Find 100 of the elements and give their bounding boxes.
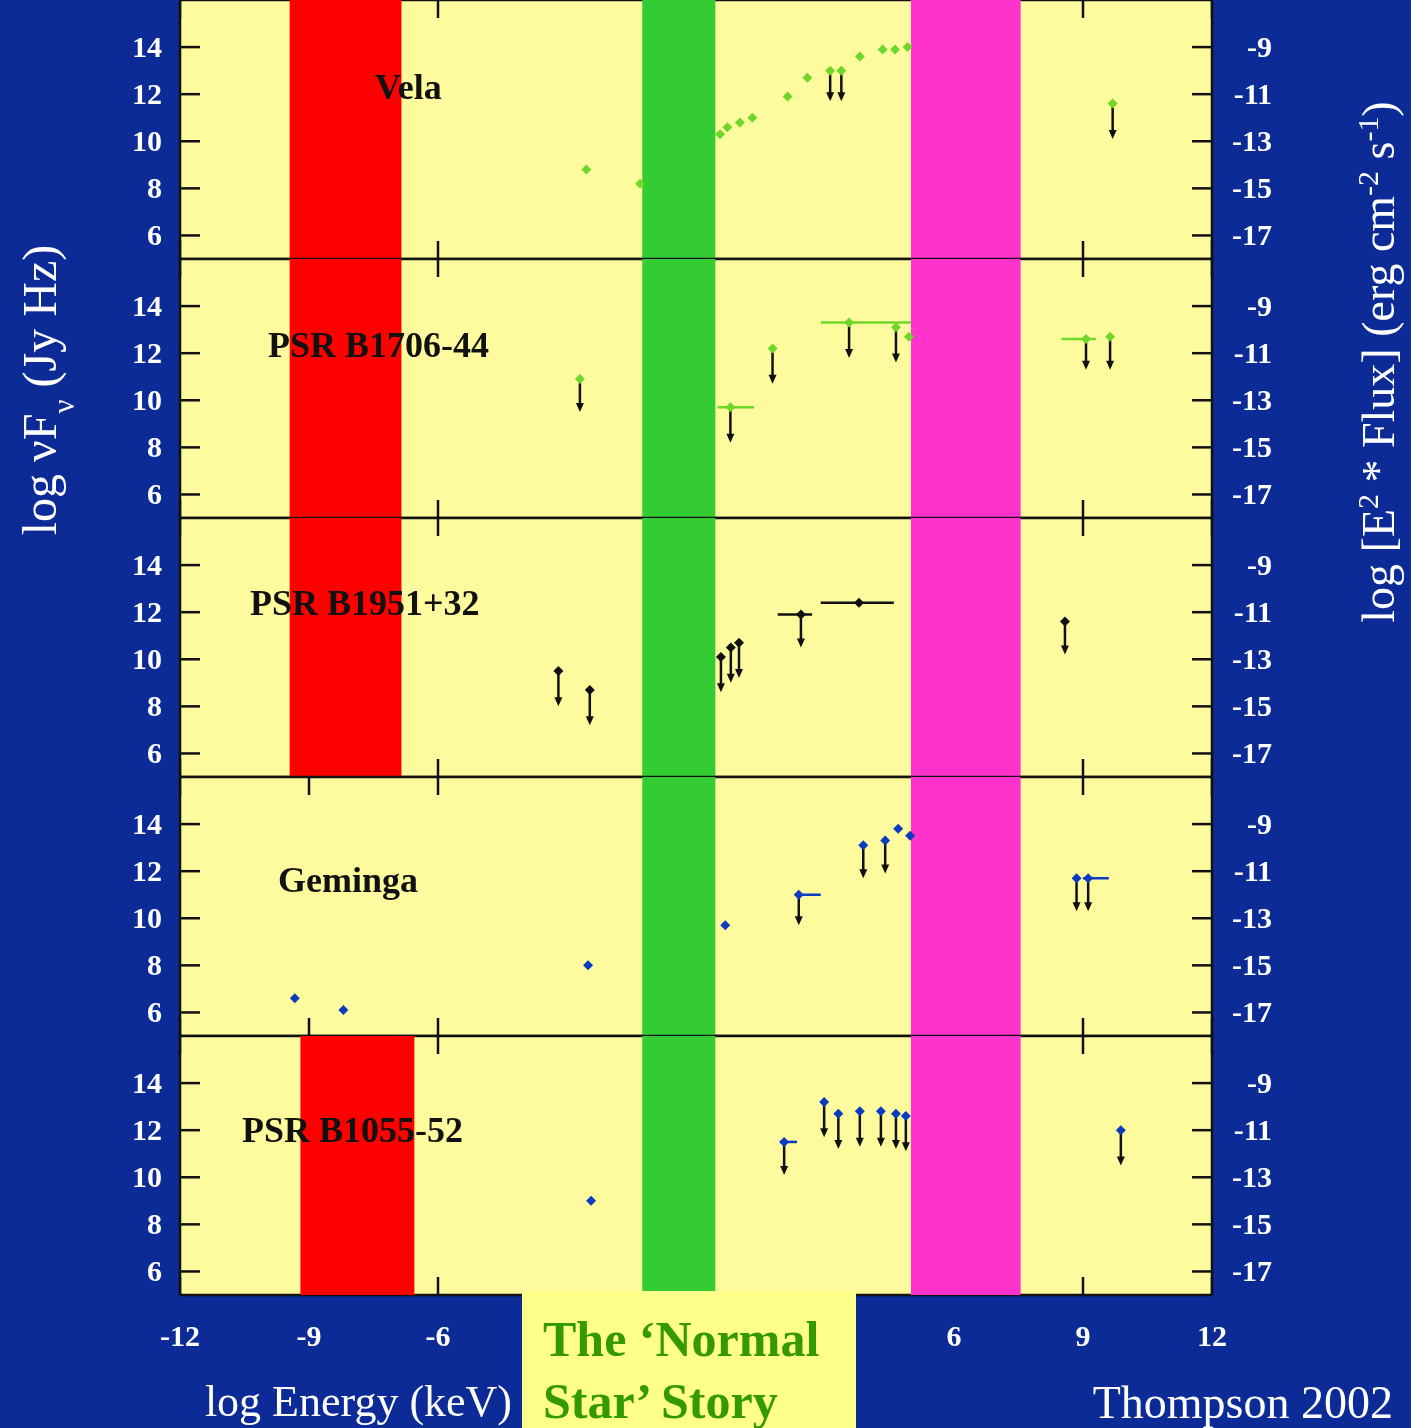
point (854, 1106, 865, 1117)
point (825, 65, 836, 76)
point (1059, 616, 1070, 627)
y2-tick-label: -15 (1232, 689, 1272, 723)
point (900, 1111, 911, 1122)
y-tick-label: 10 (132, 901, 162, 935)
y2-tick-label: -11 (1233, 77, 1272, 111)
y-tick-label: 6 (147, 218, 162, 252)
y2-tick-label: -9 (1247, 30, 1272, 64)
point (844, 317, 855, 328)
x-tick-label: 6 (946, 1319, 962, 1352)
y-tick-label: 6 (147, 1254, 162, 1288)
point (747, 112, 758, 123)
point (722, 122, 733, 133)
y-tick-label: 8 (147, 948, 162, 982)
y-tick-label: 10 (132, 383, 162, 417)
y2-tick-label: -13 (1232, 901, 1272, 935)
point (877, 44, 888, 55)
y2-tick-label: -17 (1232, 995, 1272, 1029)
y-tick-label: 8 (147, 689, 162, 723)
y2-tick-label: -11 (1233, 595, 1272, 629)
point (782, 91, 793, 102)
y-tick-label: 6 (147, 736, 162, 770)
point (802, 72, 813, 83)
y-tick-label: 12 (132, 595, 162, 629)
point (1071, 873, 1082, 884)
y2-tick-label: -13 (1232, 124, 1272, 158)
y2-tick-label: -9 (1247, 807, 1272, 841)
y-tick-label: 14 (132, 807, 162, 841)
y-tick-label: 12 (132, 77, 162, 111)
point (905, 830, 916, 841)
point (890, 322, 901, 333)
point (836, 65, 847, 76)
text: Thompson 2002 (1092, 1377, 1393, 1428)
point (875, 1106, 886, 1117)
y-tick-label: 14 (132, 30, 162, 64)
y2-tick-label: -15 (1232, 948, 1272, 982)
y-tick-label: 14 (132, 548, 162, 582)
point (1107, 98, 1118, 109)
point (1083, 873, 1094, 884)
y2-tick-label: -15 (1232, 1207, 1272, 1241)
point (854, 51, 865, 62)
y2-tick-label: -13 (1232, 1160, 1272, 1194)
y2-tick-label: -15 (1232, 430, 1272, 464)
y-tick-label: 10 (132, 124, 162, 158)
y2-tick-label: -17 (1232, 477, 1272, 511)
y2-tick-label: -13 (1232, 642, 1272, 676)
point (1105, 331, 1116, 342)
x-tick-label: 12 (1197, 1319, 1227, 1352)
y-tick-label: 10 (132, 1160, 162, 1194)
point (902, 42, 913, 53)
y-tick-label: 8 (147, 171, 162, 205)
point (890, 1108, 901, 1119)
y2-tick-label: -11 (1233, 336, 1272, 370)
point (1115, 1125, 1126, 1136)
point (574, 374, 585, 385)
point (795, 609, 806, 620)
point (289, 993, 300, 1004)
point (720, 920, 731, 931)
point (715, 651, 726, 662)
y-tick-label: 8 (147, 430, 162, 464)
x-tick-label: -9 (296, 1319, 322, 1352)
point (553, 666, 564, 677)
point (581, 164, 592, 175)
point (903, 331, 914, 342)
y2-tick-label: -9 (1247, 289, 1272, 323)
text: Geminga (278, 860, 418, 900)
text: The ‘Normal Star’ Story (543, 1311, 820, 1428)
point (584, 684, 595, 695)
x-tick-label: -12 (160, 1319, 200, 1352)
x-tick-label: -6 (425, 1319, 451, 1352)
y-tick-label: 12 (132, 1113, 162, 1147)
y-tick-label: 14 (132, 1066, 162, 1100)
y2-tick-label: -17 (1232, 1254, 1272, 1288)
y2-tick-label: -17 (1232, 736, 1272, 770)
y-tick-label: 8 (147, 1207, 162, 1241)
y2-tick-label: -9 (1247, 1066, 1272, 1100)
point (734, 637, 744, 648)
point (715, 129, 726, 140)
point (338, 1005, 349, 1016)
y-tick-label: 6 (147, 477, 162, 511)
point (583, 960, 594, 971)
point (880, 835, 891, 846)
point (893, 823, 904, 834)
point (793, 889, 804, 900)
x-axis-title: log Energy (keV) (204, 1377, 512, 1426)
y-tick-label: 14 (132, 289, 162, 323)
point (635, 178, 646, 189)
y2-tick-label: -11 (1233, 1113, 1272, 1147)
point (586, 1195, 597, 1206)
y-tick-label: 6 (147, 995, 162, 1029)
y-tick-label: 12 (132, 336, 162, 370)
y2-tick-label: -9 (1247, 548, 1272, 582)
point (725, 402, 736, 413)
point (725, 642, 736, 653)
y2-tick-label: -13 (1232, 383, 1272, 417)
y2-tick-label: -17 (1232, 218, 1272, 252)
point (819, 1096, 830, 1107)
point (858, 840, 869, 851)
point (833, 1108, 844, 1119)
